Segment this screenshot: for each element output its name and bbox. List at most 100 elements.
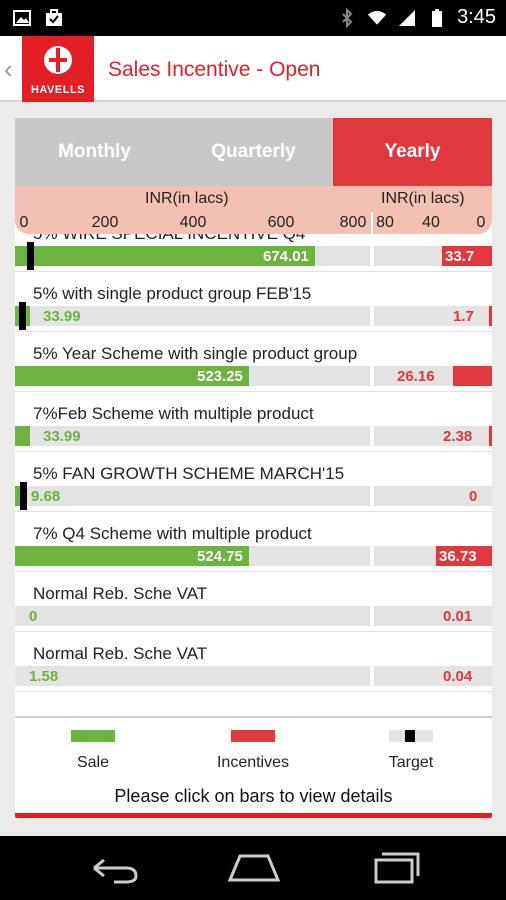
back-nav-icon[interactable] [86, 850, 142, 886]
incentive-axis-tick: 40 [422, 214, 440, 231]
sale-value: 33.99 [43, 308, 81, 325]
incentive-bar-track[interactable] [374, 606, 492, 626]
sale-value: 524.75 [197, 548, 243, 565]
sale-value: 9.68 [31, 488, 61, 505]
recents-nav-icon[interactable] [368, 850, 424, 886]
havells-logo[interactable]: HAVELLS [22, 36, 94, 102]
incentive-value: 0.01 [443, 608, 473, 625]
incentive-value: 36.73 [439, 548, 477, 565]
hint-text: Please click on bars to view details [114, 786, 393, 806]
incentive-value: 0 [469, 488, 478, 505]
battery-icon [432, 8, 443, 27]
sale-swatch [71, 730, 115, 742]
sale-value: 523.25 [197, 368, 243, 385]
list-item[interactable]: Normal Reb. Sche VAT 1.58 0.04 [15, 632, 492, 692]
list-item[interactable]: 7%Feb Scheme with multiple product 33.99… [15, 392, 492, 452]
target-marker [20, 482, 27, 510]
scheme-name: 5% Year Scheme with single product group [33, 344, 358, 363]
status-bar: 3:45 [0, 0, 506, 36]
sale-bar[interactable] [15, 546, 249, 566]
back-arrow-icon[interactable]: ‹ [4, 54, 13, 84]
target-marker [27, 242, 34, 270]
axis-divider [371, 212, 373, 234]
sale-value: 674.01 [263, 248, 309, 265]
incentive-axis-title: INR(in lacs) [381, 190, 465, 207]
incentive-bar-track[interactable] [374, 486, 492, 506]
scheme-name: 5% FAN GROWTH SCHEME MARCH'15 [33, 464, 345, 483]
sale-axis-tick: 400 [179, 214, 207, 231]
list-item[interactable]: 7% Q4 Scheme with multiple product 524.7… [15, 512, 492, 572]
target-swatch [389, 730, 433, 742]
app-header: ‹ HAVELLS Sales Incentive - Open [0, 36, 506, 102]
legend-target: Target [351, 724, 471, 772]
home-nav-icon[interactable] [226, 850, 282, 886]
gallery-icon [13, 10, 31, 26]
sale-bar-track[interactable] [15, 486, 370, 506]
incentive-bar[interactable] [489, 306, 492, 326]
incentive-value: 33.7 [445, 248, 475, 265]
list-item[interactable]: 5% WIRE SPECIAL INCENTIVE Q4 674.01 33.7 [15, 234, 492, 272]
incentive-card: Monthly Quarterly Yearly INR(in lacs) IN… [15, 118, 492, 818]
legend: Sale Incentives Target [15, 724, 492, 784]
page-title: Sales Incentive - Open [108, 58, 321, 81]
legend-incentives: Incentives [193, 724, 313, 772]
scheme-name: 7%Feb Scheme with multiple product [33, 404, 314, 423]
legend-target-label: Target [388, 754, 434, 771]
sale-axis-tick: 0 [19, 214, 29, 231]
signal-icon [399, 9, 416, 26]
target-marker [19, 302, 26, 330]
tab-quarterly[interactable]: Quarterly [174, 118, 333, 186]
sale-bar-track[interactable] [15, 666, 370, 686]
axis-header: INR(in lacs) INR(in lacs) 0 200 400 600 … [15, 186, 492, 234]
incentive-bar[interactable] [436, 546, 492, 566]
legend-divider [15, 716, 492, 718]
legend-incentives-label: Incentives [216, 754, 290, 771]
incentive-bar[interactable] [442, 246, 492, 266]
list-item[interactable]: Normal Reb. Sche VAT 0 0.01 [15, 572, 492, 632]
sale-axis-title: INR(in lacs) [145, 190, 229, 207]
sale-axis-tick: 200 [91, 214, 119, 231]
incentive-bar[interactable] [453, 366, 492, 386]
incentive-value: 1.7 [453, 308, 474, 325]
sale-bar-track[interactable] [15, 426, 370, 446]
tab-yearly[interactable]: Yearly [333, 118, 492, 186]
incentive-swatch [231, 730, 275, 742]
sale-value: 33.99 [43, 428, 81, 445]
scheme-name: 5% WIRE SPECIAL INCENTIVE Q4 [33, 234, 305, 244]
clock: 3:45 [457, 6, 496, 28]
sale-bar[interactable] [15, 366, 249, 386]
sale-axis-tick: 800 [339, 214, 367, 231]
incentive-bar-track[interactable] [374, 666, 492, 686]
sale-bar-track[interactable] [15, 306, 370, 326]
legend-sale: Sale [33, 724, 153, 772]
sale-axis-tick: 600 [267, 214, 295, 231]
scheme-name: Normal Reb. Sche VAT [33, 644, 208, 663]
sale-bar-track[interactable] [15, 606, 370, 626]
card-accent-border [15, 813, 492, 818]
incentive-value: 2.38 [443, 428, 473, 445]
logo-text: HAVELLS [30, 84, 86, 96]
havells-logo-mark [44, 46, 72, 74]
incentive-value: 0.04 [443, 668, 473, 685]
tab-monthly[interactable]: Monthly [15, 118, 174, 186]
sale-value: 1.58 [29, 668, 59, 685]
incentive-bar[interactable] [489, 426, 492, 446]
incentive-bar-track[interactable] [374, 426, 492, 446]
incentive-value: 26.16 [397, 368, 435, 385]
scheme-list[interactable]: 5% WIRE SPECIAL INCENTIVE Q4 674.01 33.7… [15, 234, 492, 716]
list-item[interactable]: 5% with single product group FEB'15 33.9… [15, 272, 492, 332]
bluetooth-icon [342, 7, 353, 28]
briefcase-check-icon [46, 9, 62, 26]
sale-bar[interactable] [15, 486, 20, 506]
scheme-name: Normal Reb. Sche VAT [33, 584, 208, 603]
legend-sale-label: Sale [76, 754, 110, 771]
list-item[interactable]: 5% Year Scheme with single product group… [15, 332, 492, 392]
navigation-bar [0, 836, 506, 900]
incentive-axis-tick: 0 [476, 214, 486, 231]
period-tabs: Monthly Quarterly Yearly [15, 118, 492, 186]
sale-bar[interactable] [15, 246, 315, 266]
sale-bar[interactable] [15, 426, 30, 446]
scheme-name: 5% with single product group FEB'15 [33, 284, 312, 303]
list-item[interactable]: 5% FAN GROWTH SCHEME MARCH'15 9.68 0 [15, 452, 492, 512]
incentive-bar-track[interactable] [374, 306, 492, 326]
